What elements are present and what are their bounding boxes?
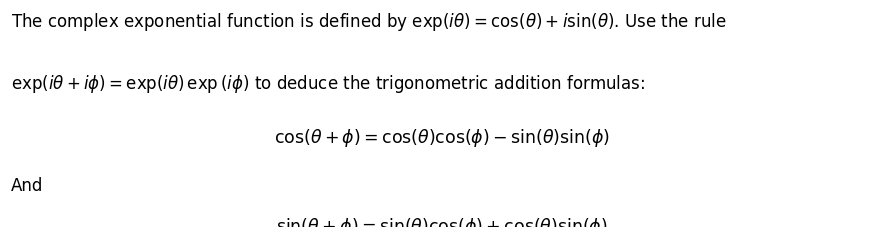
Text: $\mathrm{exp}(i\theta + i\phi) = \mathrm{exp}(i\theta)\,\mathrm{exp}\,(i\phi)$ t: $\mathrm{exp}(i\theta + i\phi) = \mathrm… <box>11 73 644 95</box>
Text: The complex exponential function is defined by $\mathrm{exp}(i\theta) = \cos(\th: The complex exponential function is defi… <box>11 11 726 33</box>
Text: $\sin(\theta + \phi) = \sin(\theta)\cos(\phi) + \cos(\theta)\sin(\phi)$: $\sin(\theta + \phi) = \sin(\theta)\cos(… <box>276 216 608 227</box>
Text: $\cos(\theta + \phi) = \cos(\theta)\cos(\phi) - \sin(\theta)\sin(\phi)$: $\cos(\theta + \phi) = \cos(\theta)\cos(… <box>274 127 610 149</box>
Text: And: And <box>11 177 43 195</box>
